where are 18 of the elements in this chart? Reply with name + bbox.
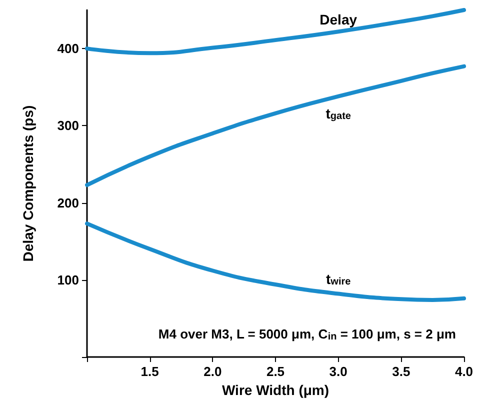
x-tick-label: 3.0 [329,364,348,379]
series-label: Delay [320,12,358,28]
x-axis-title: Wire Width (μm) [222,382,330,398]
line-series [85,8,466,56]
y-tick-label: 300 [57,118,79,134]
series-label: tgate [326,105,352,122]
x-tick-label: 3.5 [392,364,410,379]
y-tick-label: 400 [57,41,79,56]
x-tick-label: 2.0 [204,364,222,379]
x-tick-label: 1.5 [140,364,159,379]
series-label: twire [326,270,352,288]
x-tick-label: 4.0 [454,364,474,379]
y-tick-label: 200 [57,195,79,210]
y-tick-label: 100 [57,272,79,288]
line-series [85,64,466,188]
x-tick-label: 2.5 [266,364,285,379]
y-axis-title: Delay Components (ps) [20,105,36,262]
line-series [85,222,466,302]
